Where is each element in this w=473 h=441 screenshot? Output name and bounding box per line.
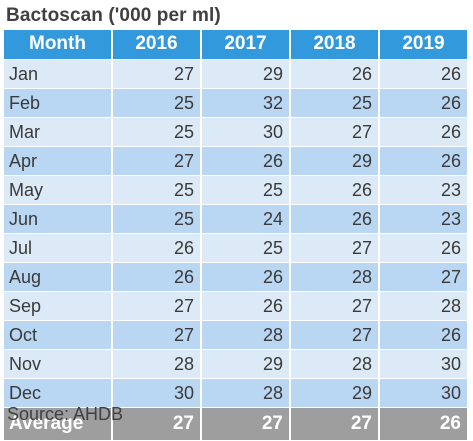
column-header-2016: 2016 xyxy=(112,30,202,59)
month-cell: Sep xyxy=(4,291,113,320)
value-cell: 30 xyxy=(112,378,202,407)
table-row: Feb 25 32 25 26 xyxy=(4,88,469,117)
value-cell: 26 xyxy=(379,233,469,262)
value-cell: 29 xyxy=(201,349,291,378)
value-cell: 30 xyxy=(201,117,291,146)
value-cell: 26 xyxy=(290,175,380,204)
table-row: Dec 30 28 29 30 xyxy=(4,378,469,407)
value-cell: 26 xyxy=(379,88,469,117)
value-cell: 27 xyxy=(379,262,469,291)
value-cell: 29 xyxy=(290,146,380,175)
table-row: May 25 25 26 23 xyxy=(4,175,469,204)
value-cell: 24 xyxy=(201,204,291,233)
month-cell: Jul xyxy=(4,233,113,262)
value-cell: 26 xyxy=(290,204,380,233)
value-cell: 32 xyxy=(201,88,291,117)
value-cell: 26 xyxy=(379,146,469,175)
column-header-2018: 2018 xyxy=(290,30,380,59)
month-cell: Nov xyxy=(4,349,113,378)
table-row: Apr 27 26 29 26 xyxy=(4,146,469,175)
month-cell: Apr xyxy=(4,146,113,175)
average-2016: 27 xyxy=(112,407,202,440)
average-2017: 27 xyxy=(201,407,291,440)
table-row: Jun 25 24 26 23 xyxy=(4,204,469,233)
bactoscan-table: Month 2016 2017 2018 2019 Jan 27 29 26 26 Feb… xyxy=(4,30,469,441)
month-cell: Jun xyxy=(4,204,113,233)
value-cell: 26 xyxy=(379,117,469,146)
value-cell: 26 xyxy=(112,262,202,291)
column-header-2019: 2019 xyxy=(379,30,469,59)
value-cell: 27 xyxy=(290,233,380,262)
table-row: Nov 28 29 28 30 xyxy=(4,349,469,378)
value-cell: 25 xyxy=(112,117,202,146)
table-row: Jan 27 29 26 26 xyxy=(4,59,469,88)
value-cell: 30 xyxy=(379,349,469,378)
value-cell: 27 xyxy=(290,320,380,349)
table-row: Oct 27 28 27 26 xyxy=(4,320,469,349)
value-cell: 27 xyxy=(112,146,202,175)
table-row: Aug 26 26 28 27 xyxy=(4,262,469,291)
table-title: Bactoscan ('000 per ml) xyxy=(6,5,221,26)
month-cell: Jan xyxy=(4,59,113,88)
table-body: Jan 27 29 26 26 Feb 25 32 25 26 Mar 25 30 27 26 Apr 27 26… xyxy=(4,59,469,407)
value-cell: 27 xyxy=(290,117,380,146)
table-row: Sep 27 26 27 28 xyxy=(4,291,469,320)
value-cell: 23 xyxy=(379,175,469,204)
value-cell: 25 xyxy=(112,204,202,233)
value-cell: 26 xyxy=(201,262,291,291)
value-cell: 29 xyxy=(290,378,380,407)
value-cell: 28 xyxy=(201,378,291,407)
column-header-month: Month xyxy=(4,30,113,59)
value-cell: 25 xyxy=(201,175,291,204)
value-cell: 25 xyxy=(290,88,380,117)
column-header-2017: 2017 xyxy=(201,30,291,59)
value-cell: 26 xyxy=(379,59,469,88)
value-cell: 25 xyxy=(112,88,202,117)
value-cell: 26 xyxy=(290,59,380,88)
value-cell: 29 xyxy=(201,59,291,88)
month-cell: Dec xyxy=(4,378,113,407)
value-cell: 28 xyxy=(112,349,202,378)
month-cell: Feb xyxy=(4,88,113,117)
value-cell: 27 xyxy=(112,291,202,320)
month-cell: Mar xyxy=(4,117,113,146)
value-cell: 26 xyxy=(379,320,469,349)
value-cell: 30 xyxy=(379,378,469,407)
value-cell: 27 xyxy=(290,291,380,320)
table-row: Mar 25 30 27 26 xyxy=(4,117,469,146)
value-cell: 26 xyxy=(201,291,291,320)
month-cell: Oct xyxy=(4,320,113,349)
value-cell: 25 xyxy=(112,175,202,204)
value-cell: 28 xyxy=(201,320,291,349)
value-cell: 27 xyxy=(112,59,202,88)
value-cell: 26 xyxy=(201,146,291,175)
source-note: Source: AHDB xyxy=(7,404,124,424)
value-cell: 28 xyxy=(290,349,380,378)
value-cell: 27 xyxy=(112,320,202,349)
header-row: Month 2016 2017 2018 2019 xyxy=(4,30,469,59)
value-cell: 26 xyxy=(112,233,202,262)
average-2018: 27 xyxy=(290,407,380,440)
value-cell: 25 xyxy=(201,233,291,262)
table-row: Jul 26 25 27 26 xyxy=(4,233,469,262)
value-cell: 28 xyxy=(290,262,380,291)
average-2019: 26 xyxy=(379,407,469,440)
month-cell: May xyxy=(4,175,113,204)
month-cell: Aug xyxy=(4,262,113,291)
value-cell: 28 xyxy=(379,291,469,320)
value-cell: 23 xyxy=(379,204,469,233)
